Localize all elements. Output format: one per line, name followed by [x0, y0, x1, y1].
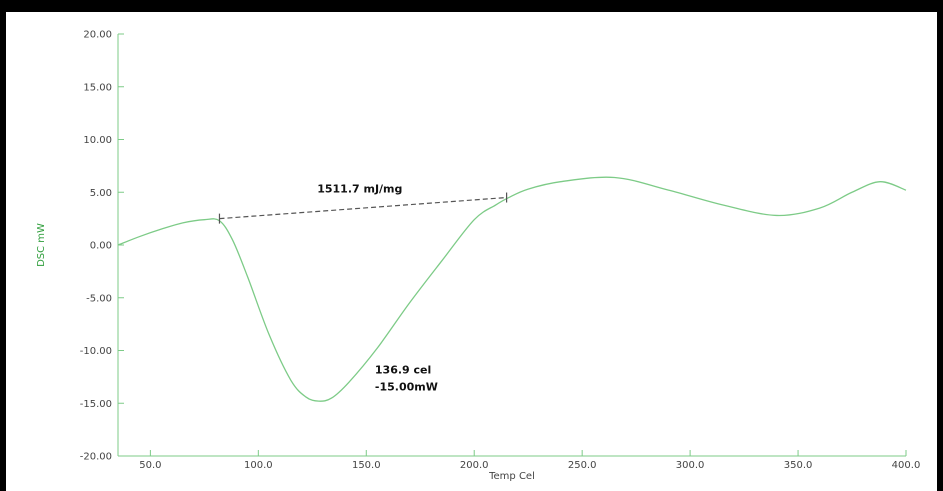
- x-tick-label: 200.0: [460, 460, 489, 471]
- integration-baseline: [219, 196, 507, 220]
- y-tick-label: -5.00: [86, 293, 112, 304]
- x-tick-label: 400.0: [892, 460, 921, 471]
- x-tick-label: 100.0: [244, 460, 273, 471]
- x-tick-label: 150.0: [352, 460, 381, 471]
- annotation-label: 1511.7 mJ/mg: [317, 182, 402, 195]
- y-tick-label: -10.00: [80, 346, 112, 357]
- y-axis-label: DSC mW: [36, 223, 47, 267]
- x-tick-label: 50.0: [139, 460, 161, 471]
- annotations: 1511.7 mJ/mg 136.9 cel -15.00mW: [317, 182, 438, 393]
- chart-frame: 50.0 100.0 150.0 200.0 250.0 300.0 350.0 400.0 …: [6, 12, 937, 491]
- tick-marks: [118, 33, 907, 457]
- dsc-curve: [117, 176, 907, 402]
- baseline-end-marks: [218, 192, 508, 224]
- y-tick-label: 10.00: [83, 135, 112, 146]
- y-tick-label: -20.00: [80, 452, 112, 463]
- x-tick-label: 300.0: [676, 460, 705, 471]
- y-tick-label: 15.00: [83, 82, 112, 93]
- y-tick-label: 5.00: [90, 188, 112, 199]
- y-tick-label: 0.00: [90, 241, 112, 252]
- axes: [117, 34, 906, 457]
- annotation-label: 136.9 cel: [375, 364, 431, 377]
- y-tick-labels: 20.00 15.00 10.00 5.00 0.00 -5.00 -10.00 -15.00…: [80, 30, 112, 463]
- dsc-chart: 50.0 100.0 150.0 200.0 250.0 300.0 350.0 400.0 …: [36, 30, 920, 483]
- x-tick-label: 250.0: [568, 460, 597, 471]
- annotation-label: -15.00mW: [375, 381, 438, 394]
- x-tick-label: 350.0: [784, 460, 813, 471]
- x-axis-label: Temp Cel: [488, 471, 535, 482]
- y-tick-label: -15.00: [80, 399, 112, 410]
- y-tick-label: 20.00: [83, 30, 112, 41]
- x-tick-labels: 50.0 100.0 150.0 200.0 250.0 300.0 350.0 400.0: [139, 460, 920, 471]
